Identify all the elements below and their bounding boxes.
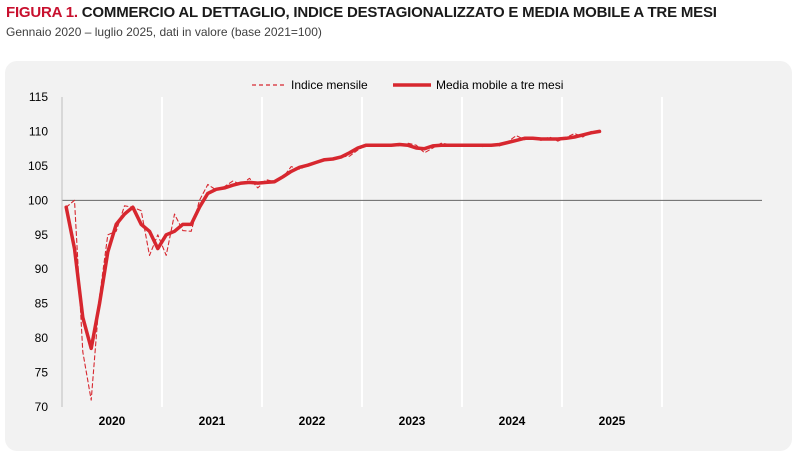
y-tick-label: 110 bbox=[29, 124, 48, 138]
y-tick-label: 85 bbox=[35, 297, 49, 311]
series-line-indice-mensile bbox=[65, 130, 601, 401]
legend-swatch-dashed bbox=[252, 84, 286, 86]
legend-label: Media mobile a tre mesi bbox=[436, 78, 564, 92]
chart-panel bbox=[5, 61, 792, 451]
y-tick-label: 115 bbox=[29, 90, 48, 104]
y-axis-ticks: 70 75 80 85 90 95 100 105 110 115 bbox=[28, 90, 48, 414]
y-tick-label: 70 bbox=[35, 400, 49, 414]
y-tick-label: 105 bbox=[28, 159, 48, 173]
y-tick-label: 80 bbox=[35, 331, 49, 345]
legend-item-media-mobile: Media mobile a tre mesi bbox=[393, 77, 563, 93]
y-tick-label: 90 bbox=[35, 262, 49, 276]
x-axis-ticks: 2020 2021 2022 2023 2024 2025 bbox=[99, 414, 626, 428]
figure-subtitle: Gennaio 2020 – luglio 2025, dati in valo… bbox=[6, 25, 322, 39]
legend-swatch-solid bbox=[393, 83, 431, 87]
x-tick-label: 2021 bbox=[199, 414, 226, 428]
legend-item-indice-mensile: Indice mensile bbox=[252, 77, 368, 93]
y-tick-label: 75 bbox=[35, 366, 49, 380]
figure-title-text: COMMERCIO AL DETTAGLIO, INDICE DESTAGION… bbox=[81, 4, 717, 21]
x-tick-label: 2025 bbox=[599, 414, 626, 428]
y-tick-label: 95 bbox=[35, 228, 49, 242]
series-line-media-mobile bbox=[64, 129, 602, 351]
grid-layer bbox=[161, 97, 663, 407]
x-tick-label: 2023 bbox=[399, 414, 426, 428]
x-tick-label: 2024 bbox=[499, 414, 526, 428]
figure-label: FIGURA 1. bbox=[6, 4, 78, 21]
figure-title: FIGURA 1. COMMERCIO AL DETTAGLIO, INDICE… bbox=[6, 4, 717, 21]
x-tick-label: 2022 bbox=[299, 414, 326, 428]
x-tick-label: 2020 bbox=[99, 414, 126, 428]
y-tick-label: 100 bbox=[28, 193, 48, 207]
legend-label: Indice mensile bbox=[291, 78, 368, 92]
